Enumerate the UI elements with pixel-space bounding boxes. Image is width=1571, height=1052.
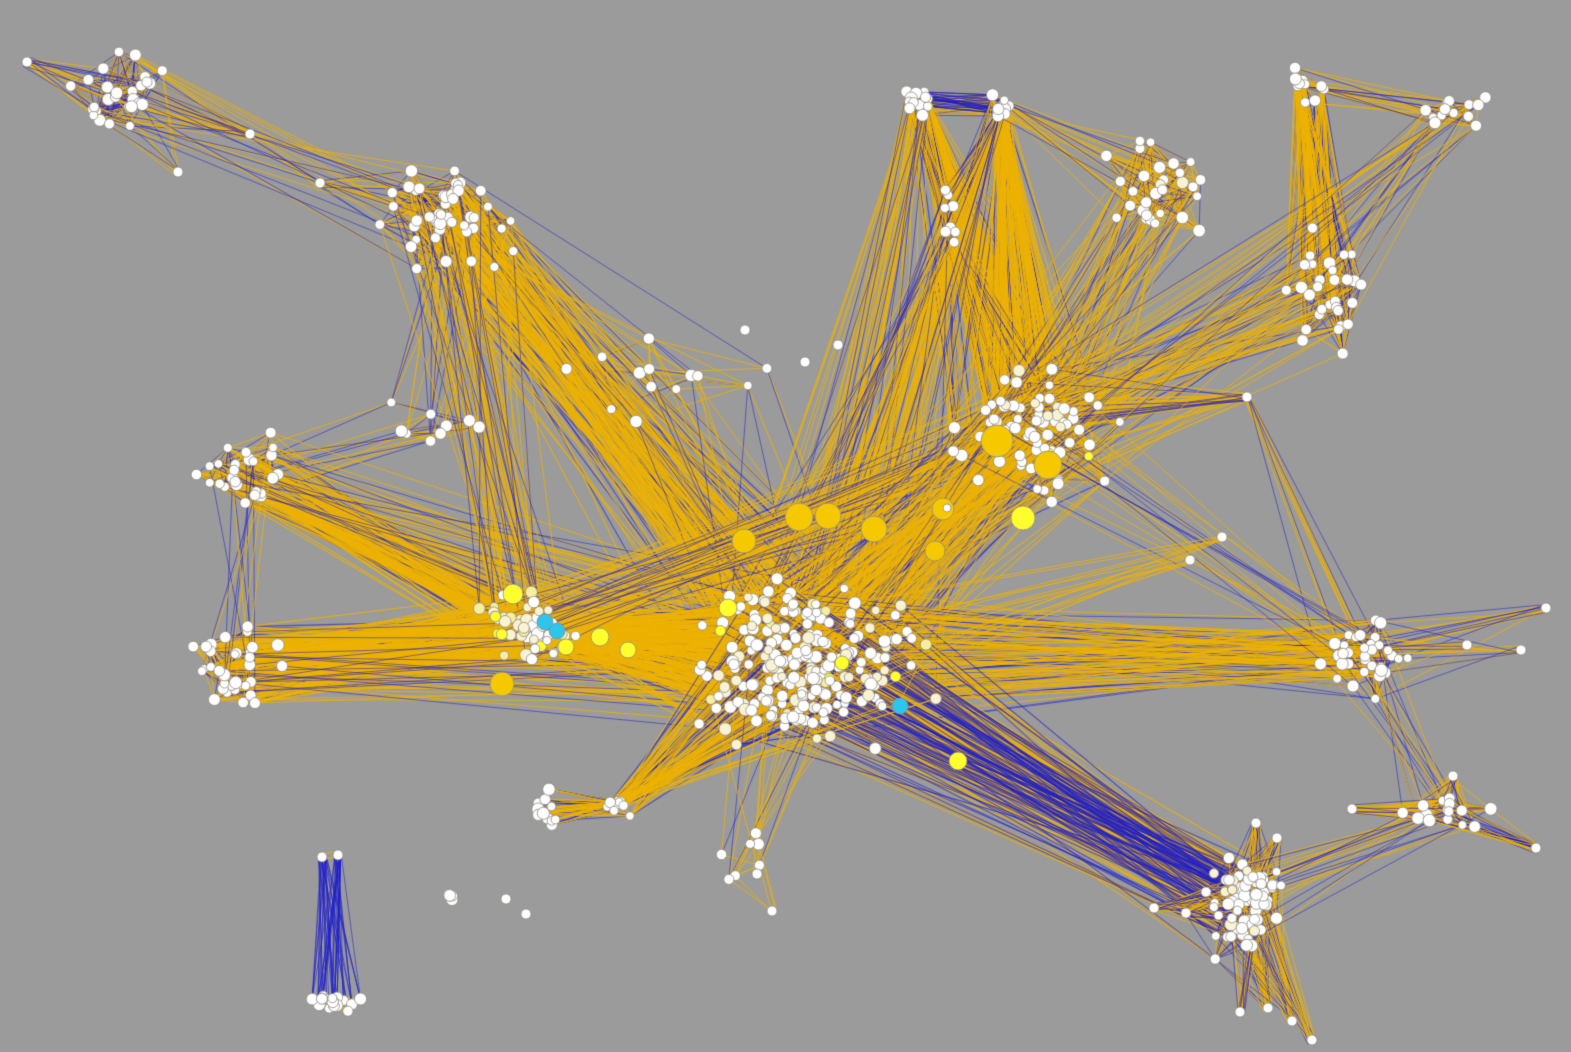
network-graph-canvas[interactable] <box>0 0 1571 1052</box>
graph-viewport <box>0 0 1571 1052</box>
